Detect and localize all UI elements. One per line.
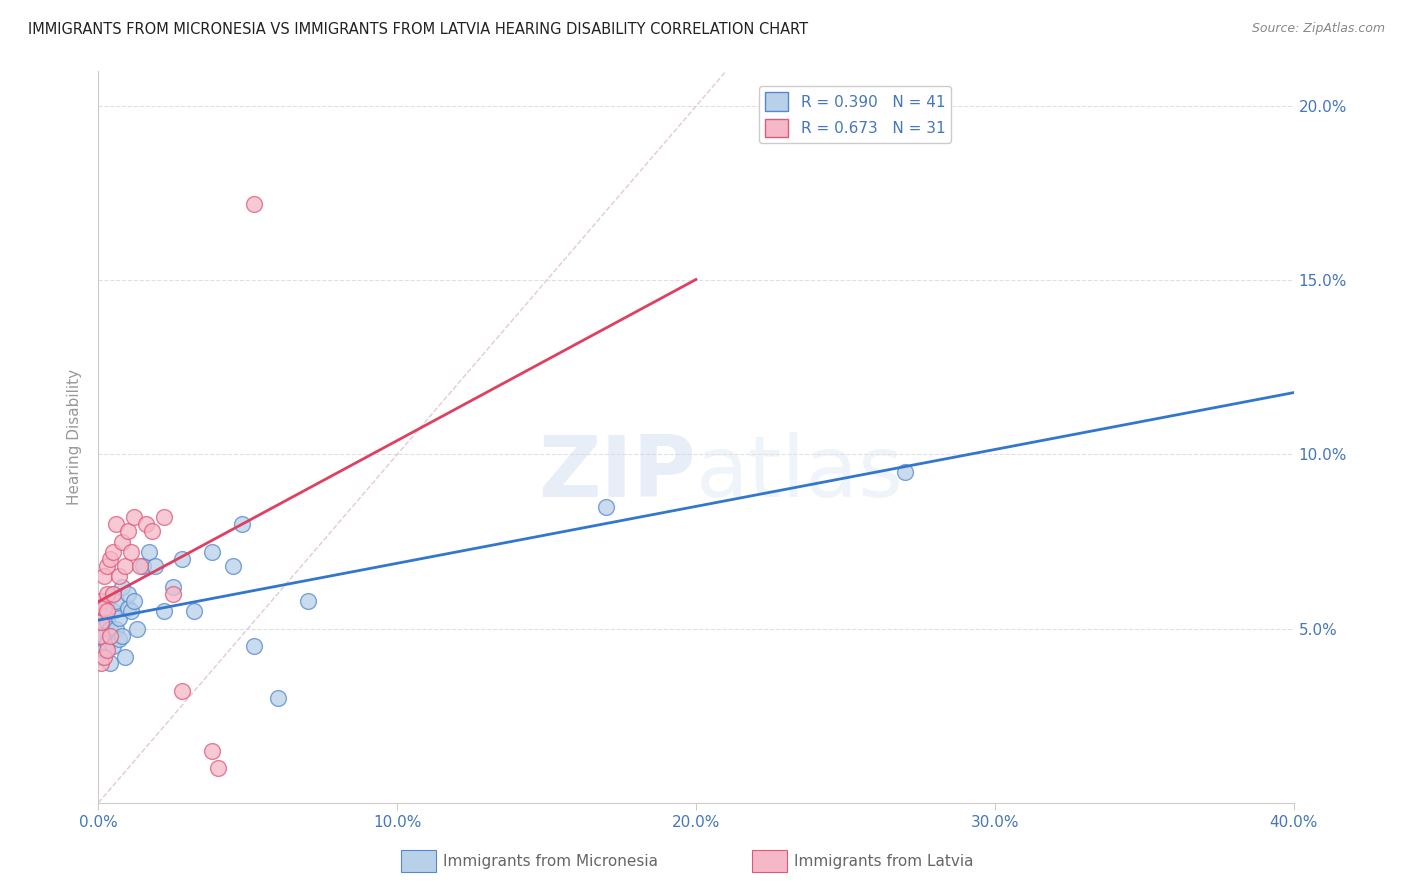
Point: [111, 580, 134, 594]
Point: [96, 594, 118, 608]
Legend: R = 0.390   N = 41, R = 0.673   N = 31: R = 0.390 N = 41, R = 0.673 N = 31: [759, 87, 952, 144]
Point: [93, 642, 115, 657]
Point: [93, 629, 115, 643]
Point: [96, 642, 118, 657]
Y-axis label: Hearing Disability: Hearing Disability: [67, 369, 83, 505]
Point: [114, 558, 136, 573]
Point: [117, 524, 139, 538]
Point: [117, 587, 139, 601]
Point: [93, 649, 115, 664]
Point: [894, 465, 917, 479]
Point: [201, 545, 224, 559]
Point: [103, 604, 125, 618]
Point: [243, 196, 266, 211]
Point: [138, 545, 160, 559]
Text: atlas: atlas: [696, 432, 904, 516]
Point: [93, 600, 115, 615]
Point: [127, 622, 149, 636]
Point: [90, 629, 112, 643]
Point: [90, 594, 112, 608]
Point: [90, 615, 112, 629]
Point: [132, 558, 155, 573]
Point: [595, 500, 617, 514]
Point: [90, 604, 112, 618]
Point: [90, 649, 112, 664]
Point: [141, 524, 163, 538]
Point: [96, 615, 118, 629]
Point: [105, 517, 128, 532]
Point: [103, 587, 125, 601]
Point: [243, 639, 266, 653]
Point: [98, 657, 122, 671]
Point: [143, 558, 166, 573]
Point: [96, 558, 118, 573]
Point: [129, 558, 152, 573]
Point: [93, 569, 115, 583]
Point: [98, 552, 122, 566]
Point: [231, 517, 253, 532]
Point: [93, 600, 115, 615]
Point: [207, 761, 229, 775]
Point: [90, 622, 112, 636]
Point: [124, 594, 146, 608]
Point: [153, 604, 176, 618]
Point: [103, 639, 125, 653]
Point: [117, 600, 139, 615]
Point: [105, 594, 128, 608]
Point: [172, 684, 194, 698]
Point: [183, 604, 205, 618]
Point: [103, 545, 125, 559]
Point: [96, 604, 118, 618]
Point: [162, 587, 184, 601]
Point: [162, 580, 184, 594]
Point: [108, 632, 131, 646]
Point: [201, 743, 224, 757]
Text: IMMIGRANTS FROM MICRONESIA VS IMMIGRANTS FROM LATVIA HEARING DISABILITY CORRELAT: IMMIGRANTS FROM MICRONESIA VS IMMIGRANTS…: [28, 22, 808, 37]
Point: [90, 657, 112, 671]
Point: [267, 691, 290, 706]
Text: ZIP: ZIP: [538, 432, 696, 516]
Point: [105, 622, 128, 636]
Point: [135, 517, 157, 532]
Point: [98, 622, 122, 636]
Point: [297, 594, 319, 608]
Point: [114, 649, 136, 664]
Point: [153, 510, 176, 524]
Text: Source: ZipAtlas.com: Source: ZipAtlas.com: [1251, 22, 1385, 36]
Point: [111, 629, 134, 643]
Point: [108, 611, 131, 625]
Point: [108, 569, 131, 583]
Point: [120, 545, 142, 559]
Text: Immigrants from Latvia: Immigrants from Latvia: [794, 855, 974, 869]
Point: [111, 534, 134, 549]
Point: [98, 629, 122, 643]
Point: [222, 558, 245, 573]
Point: [96, 587, 118, 601]
Text: Immigrants from Micronesia: Immigrants from Micronesia: [443, 855, 658, 869]
Point: [124, 510, 146, 524]
Point: [103, 587, 125, 601]
Point: [96, 635, 118, 649]
Point: [120, 604, 142, 618]
Point: [172, 552, 194, 566]
